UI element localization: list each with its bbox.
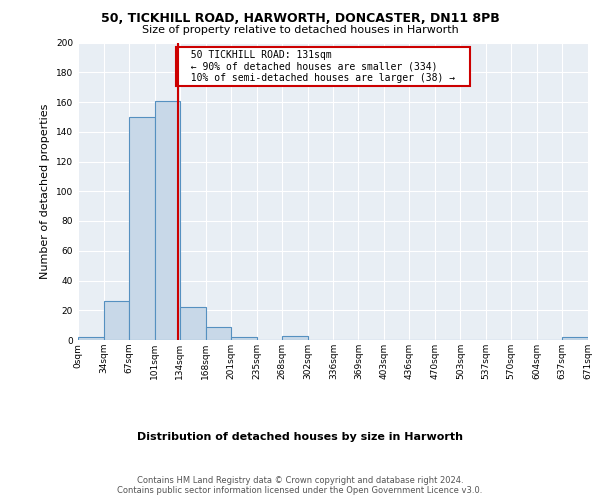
Bar (155, 100, 180, 340)
Bar (180, 308, 206, 340)
Bar (104, 302, 129, 340)
Text: Contains HM Land Registry data © Crown copyright and database right 2024.
Contai: Contains HM Land Registry data © Crown c… (118, 476, 482, 495)
Bar (562, 337, 588, 340)
Bar (281, 336, 308, 340)
Text: 50, TICKHILL ROAD, HARWORTH, DONCASTER, DN11 8PB: 50, TICKHILL ROAD, HARWORTH, DONCASTER, … (101, 12, 499, 26)
Y-axis label: Number of detached properties: Number of detached properties (40, 104, 50, 279)
Bar (231, 337, 257, 340)
Text: Distribution of detached houses by size in Harworth: Distribution of detached houses by size … (137, 432, 463, 442)
Bar (78, 337, 104, 340)
Bar (129, 117, 155, 340)
Text: 50 TICKHILL ROAD: 131sqm
  ← 90% of detached houses are smaller (334)
  10% of s: 50 TICKHILL ROAD: 131sqm ← 90% of detach… (179, 50, 467, 83)
Bar (206, 326, 231, 340)
Text: Size of property relative to detached houses in Harworth: Size of property relative to detached ho… (142, 25, 458, 35)
